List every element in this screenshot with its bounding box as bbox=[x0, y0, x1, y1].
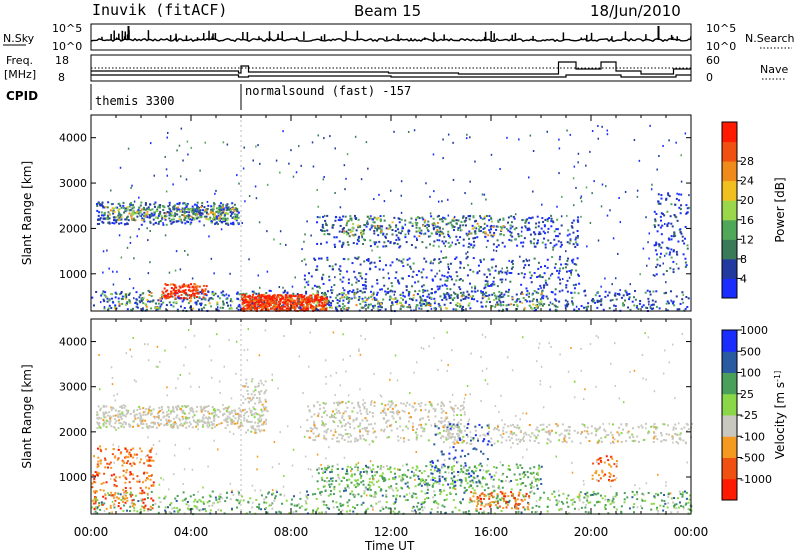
nsky-right-tick-top: 10^5 bbox=[706, 22, 736, 35]
colorbar-swatch bbox=[722, 161, 737, 182]
nsky-label: N.Sky bbox=[3, 32, 35, 45]
colorbar-swatch bbox=[722, 351, 737, 373]
time-tick-label: 00:00 bbox=[74, 525, 109, 539]
colorbar-tick-label: 100 bbox=[740, 367, 761, 380]
y-tick-label: 1000 bbox=[59, 268, 87, 281]
y-tick-label: 3000 bbox=[59, 381, 87, 394]
freq-tick-bottom: 8 bbox=[58, 71, 65, 84]
colorbar-swatch bbox=[722, 436, 737, 458]
cpid-segment-1: themis 3300 bbox=[95, 94, 174, 108]
time-tick-label: 00:00 bbox=[674, 525, 709, 539]
colorbar-tick-label: 20 bbox=[740, 194, 754, 207]
cpid-segment-2: normalsound (fast) -157 bbox=[245, 84, 411, 98]
beam-title: Beam 15 bbox=[354, 2, 421, 20]
colorbar-swatch bbox=[722, 258, 737, 279]
colorbar-swatch bbox=[722, 219, 737, 240]
power-x-ticks bbox=[90, 115, 692, 311]
freq-unit: [MHz] bbox=[4, 68, 36, 81]
colorbar-swatch bbox=[722, 141, 737, 162]
cpid-row: CPID themis 3300 normalsound (fast) -157 bbox=[6, 84, 411, 110]
nsky-tick-bottom: 10^0 bbox=[52, 40, 82, 53]
y-tick-label: 4000 bbox=[59, 132, 87, 145]
time-tick-label: 20:00 bbox=[574, 525, 609, 539]
velocity-y-label: Slant Range [km] bbox=[20, 364, 34, 468]
velocity-x-ticks bbox=[90, 319, 692, 514]
colorbar-tick-label: 1000 bbox=[740, 324, 768, 337]
power-plot-frame bbox=[90, 114, 692, 312]
y-tick-label: 3000 bbox=[59, 177, 87, 190]
nsky-right-tick-bottom: 10^0 bbox=[706, 40, 736, 53]
colorbar-tick-label: 28 bbox=[740, 155, 754, 168]
colorbar-swatch bbox=[722, 372, 737, 395]
colorbar-swatch bbox=[722, 200, 737, 221]
colorbar-tick-label: 500 bbox=[740, 345, 761, 358]
freq-panel: Freq. [MHz] 18 8 60 0 Nave bbox=[4, 54, 788, 84]
colorbar-swatch bbox=[722, 478, 737, 501]
y-tick-label: 2000 bbox=[59, 222, 87, 235]
y-tick-label: 1000 bbox=[59, 471, 87, 484]
time-tick-label: 04:00 bbox=[174, 525, 209, 539]
colorbar-swatch bbox=[722, 330, 737, 352]
time-tick-label: 16:00 bbox=[474, 525, 509, 539]
colorbar-tick-label: -1000 bbox=[740, 473, 772, 486]
date-title: 18/Jun/2010 bbox=[590, 2, 681, 20]
nave-series bbox=[91, 74, 691, 78]
colorbar-swatch bbox=[722, 278, 737, 299]
colorbar-swatch bbox=[722, 239, 737, 260]
velocity-panel: 1000 2000 3000 4000 00:00 04:00 08:00 12:00 16:… bbox=[20, 318, 788, 553]
nsky-spikes bbox=[101, 26, 692, 40]
y-tick-label: 2000 bbox=[59, 426, 87, 439]
colorbar-tick-label: -25 bbox=[740, 409, 758, 422]
station-title: Inuvik (fitACF) bbox=[92, 1, 227, 19]
freq-tick-top: 18 bbox=[55, 54, 69, 67]
freq-label: Freq. bbox=[6, 54, 33, 67]
colorbar-swatch bbox=[722, 393, 737, 416]
colorbar-swatch bbox=[722, 457, 737, 480]
velocity-colorbar-label: Velocity [m s-1] bbox=[773, 371, 788, 459]
nsky-tick-top: 10^5 bbox=[52, 22, 82, 35]
colorbar-tick-label: -100 bbox=[740, 430, 765, 443]
velocity-heatmap bbox=[91, 328, 693, 516]
colorbar-swatch bbox=[722, 180, 737, 201]
colorbar-swatch bbox=[722, 122, 737, 143]
nave-tick-bottom: 0 bbox=[706, 71, 713, 84]
time-tick-label: 12:00 bbox=[374, 525, 409, 539]
colorbar-tick-label: 25 bbox=[740, 388, 754, 401]
cpid-label: CPID bbox=[6, 89, 38, 103]
colorbar-tick-label: 12 bbox=[740, 233, 754, 246]
time-tick-labels: 00:00 04:00 08:00 12:00 16:00 20:00 00:00 bbox=[74, 525, 709, 539]
colorbar-tick-label: 16 bbox=[740, 214, 754, 227]
colorbar-swatch bbox=[722, 415, 737, 437]
power-y-axis: 1000 2000 3000 4000 bbox=[59, 132, 691, 281]
freq-series bbox=[91, 61, 691, 75]
time-tick-label: 08:00 bbox=[274, 525, 309, 539]
power-colorbar: 4 8 12 16 20 24 28 bbox=[721, 121, 754, 299]
velocity-plot-frame bbox=[90, 318, 692, 515]
nave-label: Nave bbox=[760, 63, 788, 76]
power-y-label: Slant Range [km] bbox=[20, 161, 34, 265]
colorbar-tick-label: 8 bbox=[740, 253, 747, 266]
colorbar-tick-label: 4 bbox=[740, 272, 747, 285]
nsky-series bbox=[90, 37, 692, 43]
y-tick-label: 4000 bbox=[59, 336, 87, 349]
colorbar-tick-label: 24 bbox=[740, 175, 754, 188]
time-axis-label: Time UT bbox=[364, 539, 415, 553]
nave-tick-top: 60 bbox=[706, 54, 720, 67]
power-colorbar-label: Power [dB] bbox=[773, 177, 787, 242]
colorbar-tick-label: -500 bbox=[740, 452, 765, 465]
nsearch-label: N.Search bbox=[745, 32, 795, 45]
velocity-y-axis: 1000 2000 3000 4000 bbox=[59, 336, 691, 484]
power-heatmap bbox=[91, 124, 691, 313]
velocity-colorbar: -1000 -500 -100 -25 25 100 500 1000 bbox=[721, 324, 772, 501]
nsky-panel: N.Sky 10^5 10^0 10^5 10^0 N.Search bbox=[3, 22, 795, 53]
power-panel: 1000 2000 3000 4000 Slant Range [km] 4 8 12 16… bbox=[20, 114, 787, 313]
